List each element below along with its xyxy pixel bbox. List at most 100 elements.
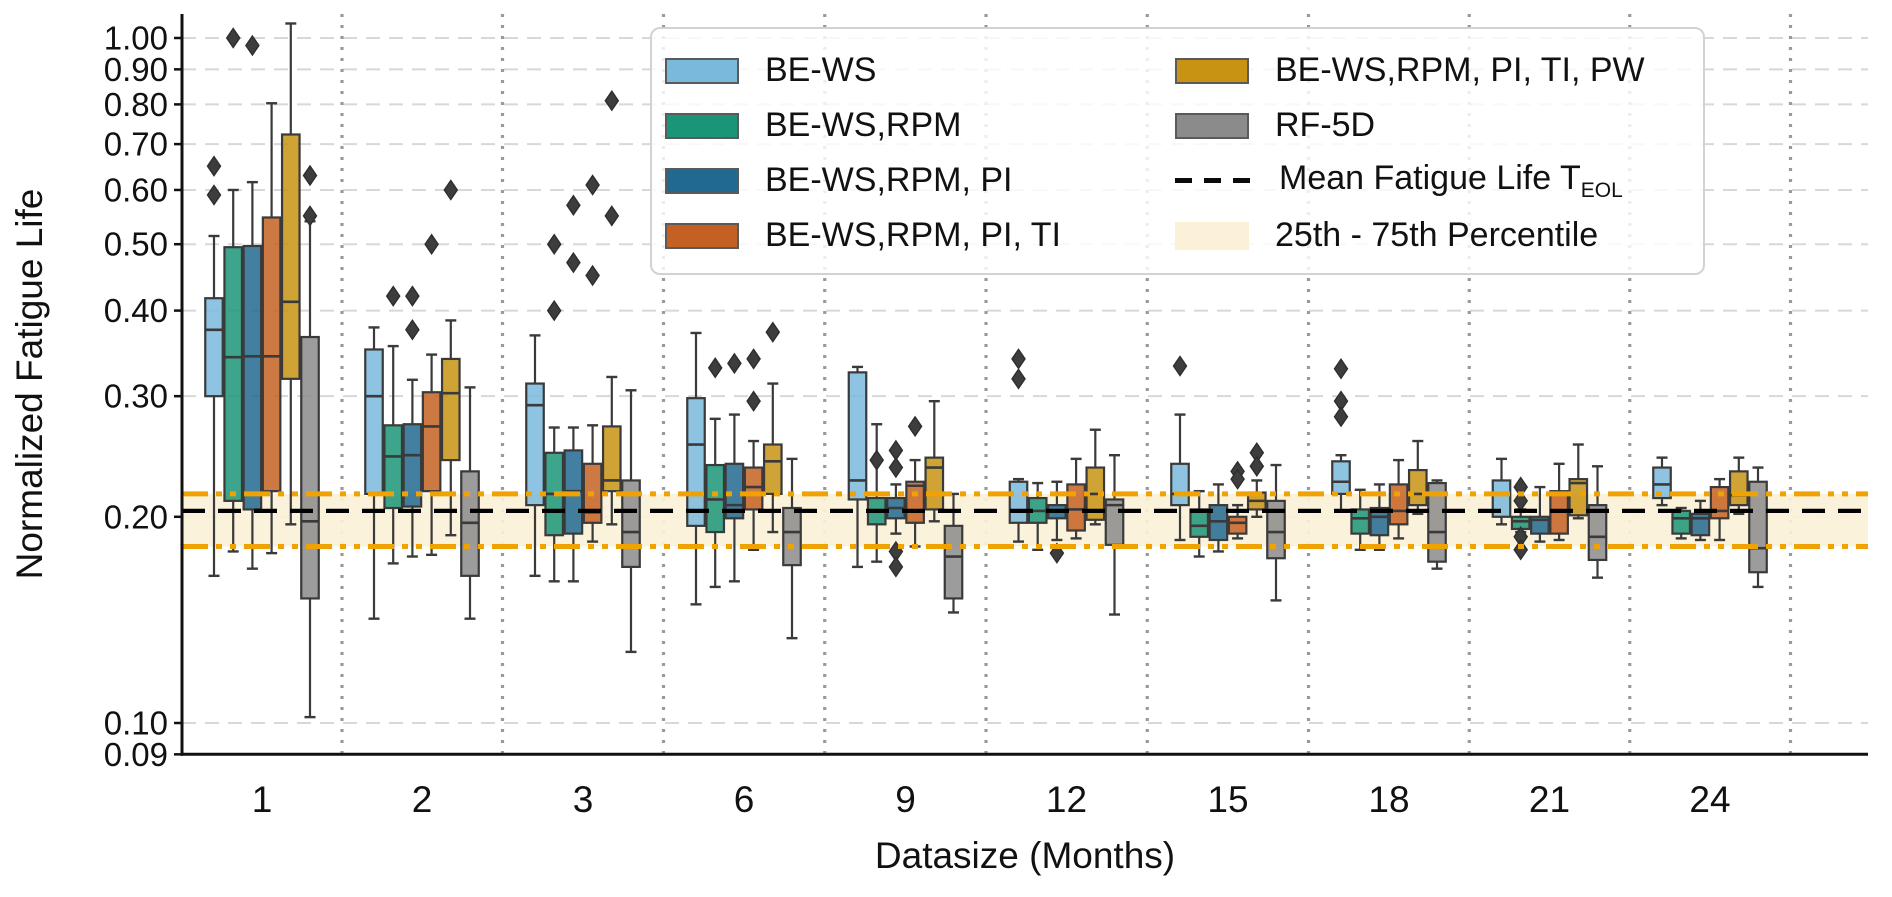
box	[1189, 508, 1210, 538]
box	[1388, 483, 1409, 526]
box-swatch	[1175, 57, 1249, 84]
outlier-diamond	[869, 449, 885, 471]
box	[261, 216, 282, 493]
x-tick-label: 6	[734, 779, 755, 820]
series-BE-WS,RPM, PI, TI	[261, 102, 1730, 557]
box	[1227, 515, 1248, 535]
outlier-diamond	[206, 184, 222, 206]
outlier-diamond	[888, 456, 904, 479]
outlier-diamond	[765, 321, 781, 343]
legend-item: BE-WS,RPM, PI, TI, PW	[1175, 43, 1645, 98]
outlier-diamond	[727, 352, 742, 375]
box	[924, 456, 945, 511]
legend-item: Mean Fatigue Life TEOL	[1175, 153, 1623, 208]
legend-item-label: BE-WS,RPM, PI, TI	[765, 216, 1061, 254]
y-tick-label: 1.00	[104, 20, 168, 57]
legend-item: BE-WS	[665, 43, 876, 98]
series-BE-WS,RPM	[223, 27, 1692, 589]
outlier-diamond	[566, 251, 581, 274]
box	[1350, 508, 1371, 535]
box	[905, 480, 925, 524]
outlier-diamond	[302, 205, 318, 227]
legend-item: 25th - 75th Percentile	[1175, 208, 1598, 263]
series-BE-WS,RPM, PI, TI, PW	[280, 22, 1749, 537]
legend-item: RF-5D	[1175, 98, 1375, 153]
y-tick-label: 0.40	[104, 292, 168, 329]
box	[280, 133, 301, 380]
dashed-line-swatch	[1175, 178, 1253, 183]
outlier-diamond	[566, 194, 581, 216]
box	[1652, 466, 1672, 500]
x-tick-label: 24	[1689, 779, 1730, 820]
box	[847, 371, 868, 501]
outlier-diamond	[206, 155, 222, 177]
legend: BE-WS BE-WS,RPM BE-WS,RPM, PI BE-WS,RPM, PI…	[650, 27, 1705, 275]
box	[1266, 499, 1286, 560]
outlier-diamond	[443, 179, 459, 201]
outlier-diamond	[1333, 357, 1349, 380]
box	[601, 425, 622, 493]
x-tick-label: 1	[252, 779, 273, 820]
outlier-diamond	[385, 285, 401, 307]
outlier-diamond	[907, 415, 923, 438]
outlier-diamond	[405, 319, 420, 341]
outlier-diamond	[546, 299, 562, 322]
outlier-diamond	[546, 233, 562, 255]
box	[1407, 468, 1428, 507]
box	[440, 357, 461, 462]
legend-item-label: Mean Fatigue Life TEOL	[1279, 158, 1623, 202]
x-tick-label: 2	[412, 779, 433, 820]
box	[1066, 483, 1086, 532]
outlier-diamond	[1011, 368, 1026, 390]
box-swatch	[665, 57, 739, 84]
box	[421, 391, 442, 493]
box	[364, 348, 384, 495]
box	[300, 335, 320, 600]
outlier-diamond	[604, 89, 620, 112]
outlier-diamond	[604, 205, 620, 227]
legend-item-label: BE-WS,RPM, PI, TI, PW	[1275, 51, 1645, 89]
box	[943, 524, 964, 600]
box-swatch	[665, 222, 739, 249]
box	[1331, 460, 1351, 495]
x-tick-label: 18	[1368, 779, 1409, 820]
box-swatch	[1175, 112, 1249, 139]
x-axis-title: Datasize (Months)	[874, 835, 1176, 876]
box	[743, 466, 764, 511]
y-tick-label: 0.70	[104, 126, 168, 163]
axes: 1.000.900.800.70 0.60 0.50 0.40 0.30 0.20 0.10…	[104, 14, 1868, 820]
outlier-diamond	[888, 556, 904, 578]
y-tick-label: 0.60	[104, 171, 168, 208]
outlier-diamond	[746, 348, 761, 370]
outlier-diamond	[1172, 355, 1188, 377]
box	[762, 443, 783, 495]
x-tick-label: 12	[1046, 779, 1087, 820]
legend-item-label: BE-WS,RPM	[765, 106, 962, 144]
y-tick-label: 0.90	[104, 51, 168, 88]
outlier-diamond	[1249, 455, 1265, 478]
box	[1568, 478, 1589, 517]
outlier-diamond	[707, 357, 723, 379]
legend-item-label: BE-WS	[765, 51, 877, 89]
legend-item-label: 25th - 75th Percentile	[1275, 216, 1599, 254]
outlier-diamond	[302, 164, 318, 187]
box	[1427, 481, 1447, 563]
outlier-diamond	[1049, 542, 1065, 564]
y-tick-label: 0.09	[104, 736, 168, 773]
box-swatch	[665, 167, 739, 194]
outlier-diamond	[585, 264, 600, 287]
outlier-diamond	[1333, 405, 1349, 428]
outlier-diamond	[245, 34, 260, 57]
legend-item: BE-WS,RPM, PI, TI	[665, 208, 1061, 263]
box	[782, 506, 802, 567]
outlier-diamond	[405, 285, 420, 307]
x-tick-label: 21	[1529, 779, 1570, 820]
box	[1170, 462, 1190, 507]
outlier-diamond	[746, 390, 761, 412]
y-tick-label: 0.20	[104, 498, 168, 535]
band-swatch	[1175, 221, 1249, 250]
y-tick-label: 0.80	[104, 86, 168, 123]
legend-item: BE-WS,RPM	[665, 98, 961, 153]
